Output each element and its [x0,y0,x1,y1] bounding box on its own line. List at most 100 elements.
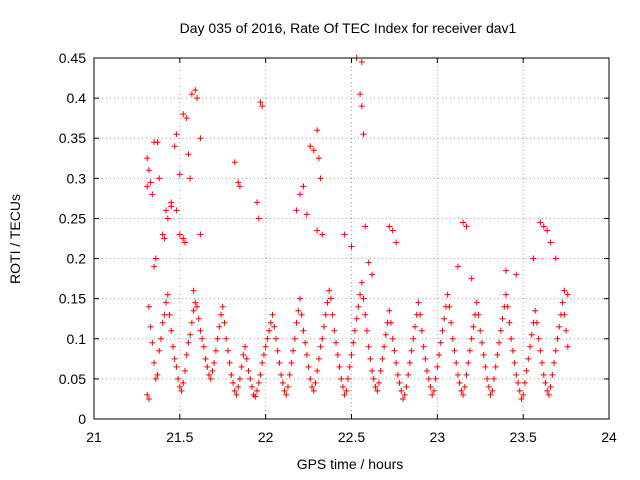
data-point [503,267,509,274]
data-point [348,351,355,358]
data-point [168,203,175,210]
data-point [300,327,307,334]
data-point [310,147,317,154]
data-point [231,159,238,166]
data-point [525,355,532,362]
data-point [187,331,194,338]
data-point [425,375,432,382]
data-point [540,223,547,230]
data-point [463,223,470,230]
data-point [468,335,475,342]
data-point [279,379,286,386]
data-point [192,87,199,94]
data-point [436,351,443,358]
data-point [544,387,551,394]
data-point [230,379,237,386]
data-point [271,323,278,330]
data-point [362,311,369,318]
data-point [173,363,180,370]
data-point [358,103,365,110]
data-point [341,391,348,398]
data-point [147,179,154,186]
grid [94,58,609,419]
data-point [329,311,336,318]
data-point [360,295,367,302]
data-point [377,367,384,374]
data-point [314,367,321,374]
data-point [145,167,152,174]
data-point [151,359,158,366]
data-point [417,311,424,318]
data-point [513,371,520,378]
data-point [293,207,300,214]
y-tick-label: 0.15 [59,291,86,307]
data-point [374,387,381,394]
data-point [243,355,250,362]
data-point [248,383,255,390]
data-point [509,347,516,354]
data-point [387,319,394,326]
data-point [187,175,194,182]
data-point [540,371,547,378]
data-point [224,347,231,354]
data-point [166,311,173,318]
data-point [396,379,403,386]
y-tick-label: 0.4 [67,90,87,106]
data-point [386,223,393,230]
data-point [240,351,247,358]
x-axis-ticks: 21 21.5 22 22.5 23 23.5 24 [86,58,617,445]
data-point [539,359,546,366]
data-point [284,383,291,390]
data-point [358,59,365,66]
data-point [315,355,322,362]
data-point [297,191,303,198]
data-point [448,319,455,326]
data-point [307,375,314,382]
data-point [367,355,374,362]
data-point [360,131,367,138]
data-point [176,383,183,390]
data-point [441,315,448,322]
data-point [202,355,209,362]
y-tick-label: 0.05 [59,371,86,387]
data-point [326,287,333,294]
data-point [171,143,178,150]
data-point [473,299,480,306]
data-point [309,383,316,390]
data-point [446,303,453,310]
data-point [168,327,175,334]
data-point [144,183,151,190]
data-point [465,359,472,366]
data-point [341,231,348,238]
data-point [382,331,389,338]
data-point [398,387,405,394]
data-point [152,255,159,262]
data-point [379,355,386,362]
data-point [460,391,467,398]
data-point [516,387,523,394]
data-point [197,231,204,238]
data-point [159,319,166,326]
data-point [456,379,463,386]
data-point [561,287,568,294]
data-point [480,351,487,358]
data-point [372,383,379,390]
data-point [291,335,298,342]
data-point [274,347,281,354]
data-point [173,207,180,214]
data-point [353,315,360,322]
data-point [554,335,561,342]
data-point [300,183,307,190]
data-point [466,347,473,354]
y-tick-label: 0.2 [67,251,87,267]
data-point [254,387,261,394]
data-point [211,359,218,366]
data-point [370,375,377,382]
data-point [183,351,190,358]
data-point [233,391,240,398]
data-point [173,131,180,138]
data-point [214,335,221,342]
data-point [487,391,494,398]
x-tick-label: 23.5 [510,429,537,445]
